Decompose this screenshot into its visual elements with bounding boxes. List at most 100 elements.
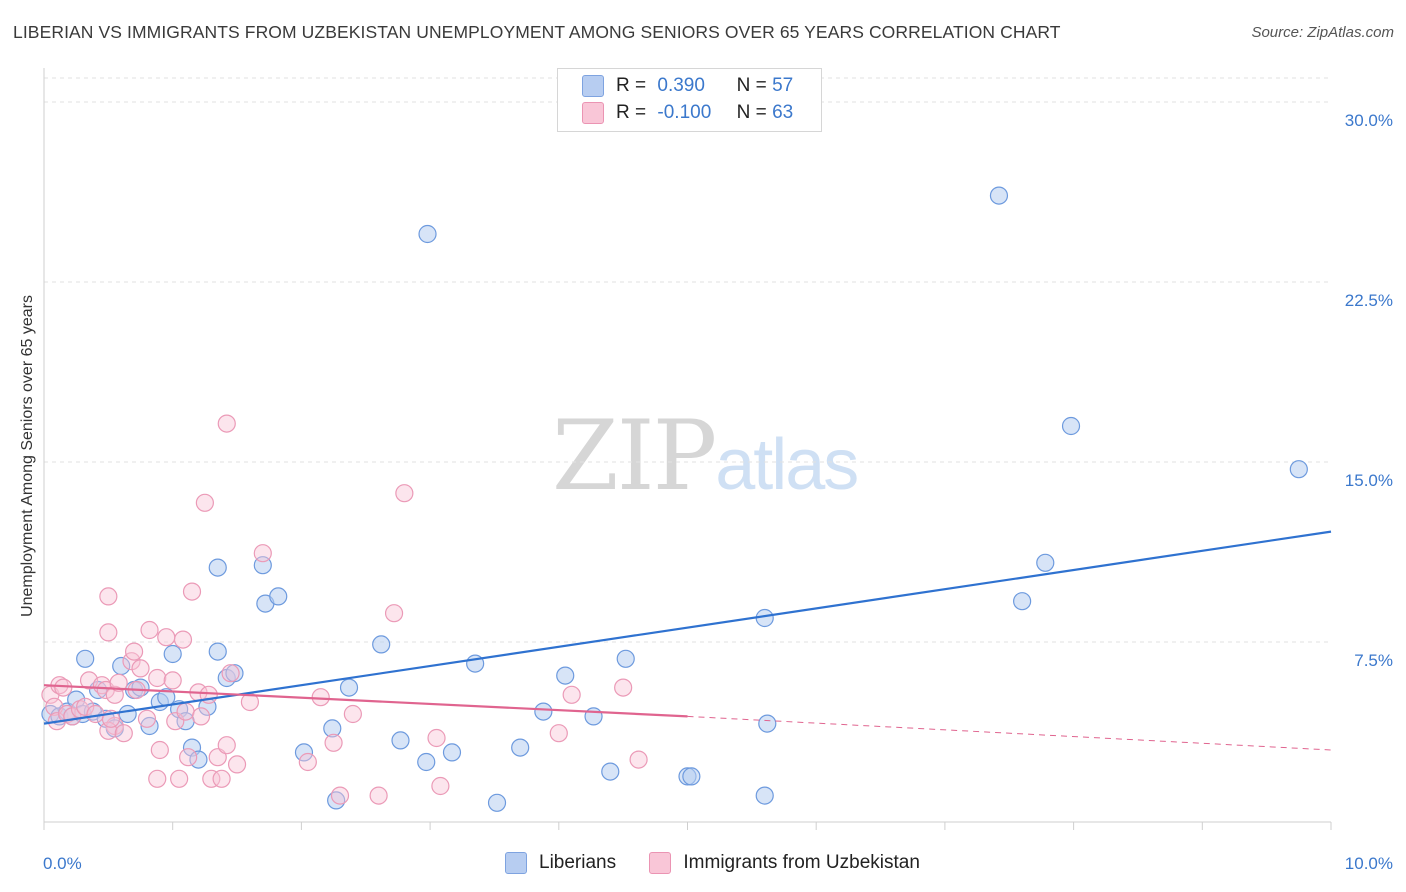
bottom-legend-label: Liberians [539,852,617,874]
legend-swatch-pink [582,102,604,124]
point-uzbekistan [253,544,272,563]
point-uzbekistan [384,604,404,623]
bottom-swatch-blue [505,852,527,874]
point-uzbekistan [148,769,167,788]
point-uzbekistan [369,786,388,805]
point-liberians [339,678,359,697]
point-liberians [584,707,603,726]
point-liberians [442,743,462,762]
point-uzbekistan [124,642,144,661]
point-liberians [755,786,774,805]
chart-title: LIBERIAN VS IMMIGRANTS FROM UZBEKISTAN U… [13,22,1061,42]
x-tick-label: 0.0% [43,854,82,873]
point-liberians [556,666,575,685]
legend-n-label: N = [736,75,767,97]
point-uzbekistan [99,587,118,606]
point-liberians [616,649,635,668]
point-uzbekistan [114,724,133,743]
point-liberians [511,738,530,757]
point-liberians [1036,553,1055,572]
point-liberians [391,731,410,750]
legend: R = 0.390 N = 57 R = -0.100 N = 63 [557,68,822,132]
point-uzbekistan [105,685,124,704]
point-liberians [682,767,701,786]
point-uzbekistan [76,697,95,716]
legend-row-liberians: R = 0.390 N = 57 [582,75,793,99]
point-uzbekistan [614,678,633,697]
x-tick-label: 10.0% [1345,854,1393,873]
point-uzbekistan [176,702,195,721]
point-uzbekistan [148,668,167,688]
point-uzbekistan [549,724,568,743]
legend-n-label: N = [736,102,767,124]
legend-n-value: 63 [772,102,794,124]
point-uzbekistan [202,769,221,788]
point-liberians [534,702,553,721]
point-uzbekistan [395,484,414,503]
point-liberians [225,664,244,683]
point-uzbekistan [182,582,202,601]
point-liberians [1061,416,1081,436]
legend-r-label: R = [616,75,647,97]
point-liberians [118,704,137,724]
point-uzbekistan [150,740,169,760]
point-liberians [163,644,182,664]
trend-line-uzbekistan [43,684,688,718]
point-uzbekistan [221,664,240,683]
point-uzbekistan [629,750,648,769]
legend-swatch-blue [582,75,604,97]
y-tick-label: 30.0% [1345,111,1393,130]
point-uzbekistan [195,493,214,512]
point-liberians [758,714,777,733]
watermark-atlas: atlas [715,425,859,505]
trend-line-liberians [43,530,1332,725]
legend-r-value: -0.100 [657,102,712,124]
point-uzbekistan [324,733,343,752]
point-liberians [208,558,227,577]
watermark: ZIPatlas [552,400,859,512]
point-uzbekistan [191,707,211,726]
point-uzbekistan [311,688,330,707]
point-uzbekistan [217,736,236,755]
legend-r-label: R = [616,102,647,124]
point-uzbekistan [343,704,362,724]
point-liberians [418,224,437,244]
point-uzbekistan [163,671,182,690]
trend-line-uzbekistan-dashed [687,715,1332,751]
point-uzbekistan [179,748,198,767]
point-liberians [417,752,436,772]
point-liberians [372,635,391,654]
point-liberians [1289,460,1308,479]
point-liberians [487,793,507,812]
point-uzbekistan [109,673,128,692]
bottom-legend: Liberians Immigrants from Uzbekistan [505,852,948,874]
point-liberians [323,719,342,738]
point-liberians [601,762,620,781]
point-uzbekistan [427,728,446,748]
legend-row-uzbekistan: R = -0.100 N = 63 [582,102,793,126]
source-label: Source: ZipAtlas.com [1251,24,1394,41]
point-uzbekistan [217,414,236,433]
point-uzbekistan [137,709,157,728]
y-tick-label: 15.0% [1345,471,1393,490]
point-uzbekistan [431,776,450,796]
point-uzbekistan [227,755,247,774]
bottom-legend-liberians: Liberians [505,852,616,874]
point-uzbekistan [173,630,193,649]
point-liberians [294,743,314,762]
point-liberians [140,716,159,736]
point-liberians [989,186,1009,205]
legend-n-value: 57 [772,75,794,97]
point-liberians [76,649,95,668]
bottom-legend-uzbekistan: Immigrants from Uzbekistan [649,852,920,874]
point-liberians [269,587,288,606]
point-liberians [208,642,227,661]
point-uzbekistan [131,659,150,678]
point-uzbekistan [330,786,350,805]
point-uzbekistan [99,623,118,642]
point-uzbekistan [212,769,231,788]
point-uzbekistan [562,685,581,704]
bottom-swatch-pink [649,852,672,874]
point-uzbekistan [157,628,176,647]
